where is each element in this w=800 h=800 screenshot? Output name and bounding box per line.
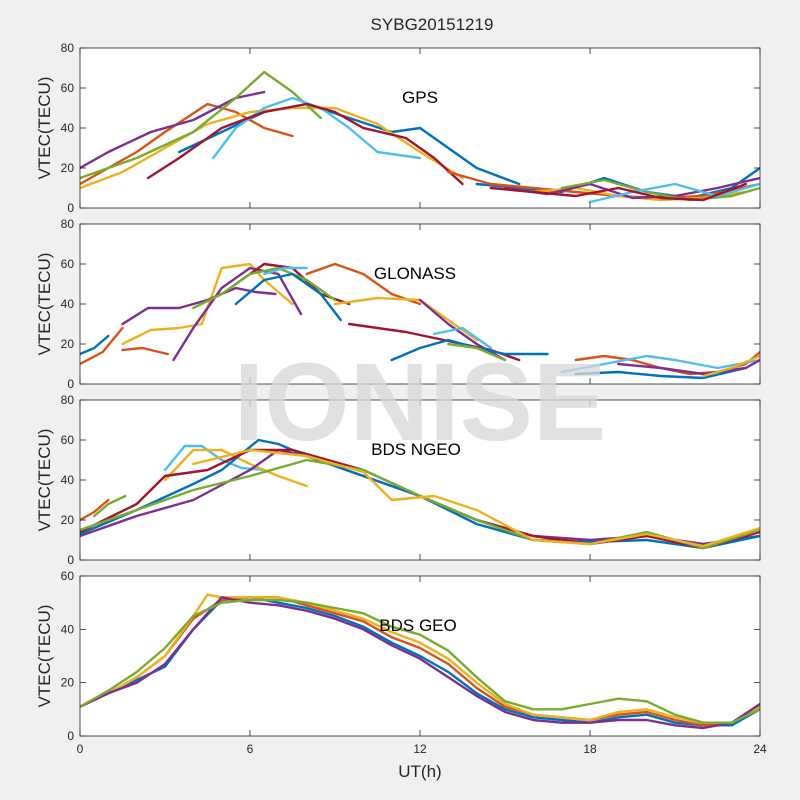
series-line-11 [305, 262, 422, 306]
series-line-2 [93, 494, 127, 518]
series-group [80, 262, 760, 380]
y-tick-label: 40 [61, 622, 75, 636]
series-line-19 [560, 354, 760, 374]
series-line-9 [234, 272, 342, 322]
y-tick-label: 20 [61, 513, 75, 527]
series-line-2 [80, 326, 124, 366]
y-tick-label: 40 [61, 121, 75, 135]
series-line-1 [80, 498, 110, 522]
y-tick-label: 60 [61, 433, 75, 447]
y-axis-label: VTEC(TECU) [35, 605, 54, 708]
x-tick-label: 6 [247, 742, 254, 756]
x-tick-label: 0 [77, 742, 84, 756]
y-tick-label: 0 [67, 729, 74, 743]
series-line-4 [80, 90, 266, 170]
y-tick-label: 20 [61, 337, 75, 351]
y-axis-label: VTEC(TECU) [35, 253, 54, 356]
y-tick-label: 80 [61, 217, 75, 231]
y-tick-label: 0 [67, 553, 74, 567]
panel-1: 0 20 40 60 80 VTEC(TECU) GPS [35, 41, 761, 215]
series-group [80, 593, 760, 730]
series-line-21 [617, 358, 760, 376]
panel-2: 0 20 40 60 80 VTEC(TECU) GLONASS [35, 217, 761, 391]
y-tick-label: 0 [67, 201, 74, 215]
series-line-3 [163, 444, 266, 472]
x-tick-label: 24 [753, 742, 767, 756]
series-line-4 [121, 346, 169, 356]
series-line-15 [390, 338, 549, 362]
series-line-6 [80, 438, 760, 550]
watermark: IONISE [234, 341, 607, 464]
series-line-10 [263, 266, 308, 276]
series-line-3 [121, 262, 294, 346]
figure-title: SYBG20151219 [371, 15, 494, 34]
y-tick-label: 20 [61, 676, 75, 690]
x-tick-label: 12 [413, 742, 427, 756]
y-tick-label: 20 [61, 161, 75, 175]
y-axis-label: VTEC(TECU) [35, 429, 54, 532]
series-line-3 [80, 593, 760, 724]
panel-label: GLONASS [374, 264, 456, 283]
panel-label: GPS [402, 88, 438, 107]
series-line-8 [80, 458, 760, 550]
panel-4: 0 20 40 60 0 6 12 18 24 VTEC(TECU) BDS GEO [35, 569, 767, 756]
y-tick-label: 60 [61, 257, 75, 271]
y-tick-label: 60 [61, 569, 75, 583]
y-tick-label: 40 [61, 297, 75, 311]
series-line-20 [574, 366, 747, 380]
series-line-5 [80, 70, 322, 180]
series-group [80, 70, 760, 204]
panel-3: 0 20 40 60 80 VTEC(TECU) BDS NGEO [35, 393, 761, 567]
panel-label: BDS GEO [379, 616, 456, 635]
series-line-4 [80, 596, 760, 730]
series-line-9 [192, 448, 760, 548]
series-line-12 [560, 178, 760, 202]
y-tick-label: 80 [61, 41, 75, 55]
series-line-7 [146, 102, 464, 186]
series-line-8 [192, 266, 337, 310]
series-line-1 [80, 334, 110, 356]
series-line-9 [447, 170, 760, 200]
y-tick-label: 80 [61, 393, 75, 407]
series-line-13 [588, 182, 760, 204]
y-axis-label: VTEC(TECU) [35, 77, 54, 180]
series-line-17 [447, 342, 507, 362]
series-line-5 [80, 598, 760, 724]
x-tick-label: 18 [583, 742, 597, 756]
series-line-14 [489, 182, 747, 202]
y-tick-label: 60 [61, 81, 75, 95]
series-line-22 [702, 354, 760, 378]
y-tick-label: 40 [61, 473, 75, 487]
y-tick-label: 0 [67, 377, 74, 391]
series-group [80, 438, 760, 550]
series-line-6 [172, 266, 303, 362]
series-line-2 [80, 596, 760, 727]
series-line-16 [433, 326, 492, 350]
panel-label: BDS NGEO [371, 440, 461, 459]
x-axis-label: UT(h) [398, 762, 441, 781]
